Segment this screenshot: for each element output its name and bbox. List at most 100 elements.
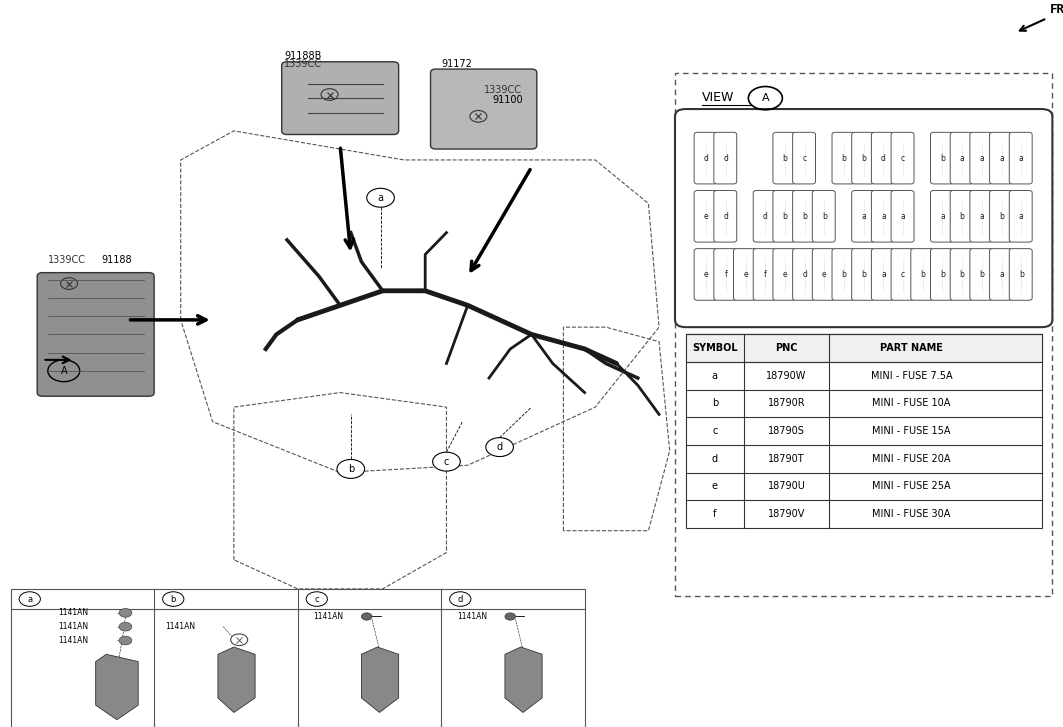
Text: d: d xyxy=(881,153,885,163)
Text: b: b xyxy=(782,153,788,163)
Text: 1141AN: 1141AN xyxy=(58,608,88,617)
Text: 1339CC: 1339CC xyxy=(284,59,322,69)
Text: d: d xyxy=(724,153,728,163)
FancyBboxPatch shape xyxy=(832,249,855,300)
FancyBboxPatch shape xyxy=(872,190,894,242)
Text: e: e xyxy=(704,212,708,221)
FancyBboxPatch shape xyxy=(773,132,796,184)
Text: A: A xyxy=(61,366,67,376)
Text: f: f xyxy=(764,270,766,279)
Text: a: a xyxy=(900,212,906,221)
Text: d: d xyxy=(496,442,503,452)
Text: 91172: 91172 xyxy=(441,59,472,69)
FancyBboxPatch shape xyxy=(773,190,796,242)
FancyBboxPatch shape xyxy=(37,273,154,396)
Text: c: c xyxy=(901,153,905,163)
Circle shape xyxy=(486,438,513,457)
Text: MINI - FUSE 10A: MINI - FUSE 10A xyxy=(873,398,950,409)
FancyBboxPatch shape xyxy=(911,249,933,300)
FancyBboxPatch shape xyxy=(282,62,399,134)
Text: a: a xyxy=(999,153,1003,163)
Polygon shape xyxy=(361,647,399,712)
FancyBboxPatch shape xyxy=(990,132,1012,184)
Text: b: b xyxy=(861,270,866,279)
Text: 1141AN: 1141AN xyxy=(457,612,487,621)
Text: b: b xyxy=(960,212,964,221)
FancyBboxPatch shape xyxy=(714,190,737,242)
Bar xyxy=(11,589,585,727)
FancyBboxPatch shape xyxy=(694,190,718,242)
Text: 1141AN: 1141AN xyxy=(58,636,88,645)
Text: a: a xyxy=(881,212,885,221)
Circle shape xyxy=(337,459,365,478)
FancyBboxPatch shape xyxy=(754,190,776,242)
FancyBboxPatch shape xyxy=(1009,249,1032,300)
Text: b: b xyxy=(170,595,176,603)
FancyBboxPatch shape xyxy=(872,132,894,184)
Text: 91188: 91188 xyxy=(101,254,132,265)
Text: A: A xyxy=(761,93,770,103)
Text: 18790U: 18790U xyxy=(767,481,806,491)
FancyBboxPatch shape xyxy=(969,132,993,184)
Circle shape xyxy=(119,608,132,617)
Text: b: b xyxy=(861,153,866,163)
Text: 18790W: 18790W xyxy=(766,371,807,381)
FancyBboxPatch shape xyxy=(891,132,914,184)
Text: b: b xyxy=(842,270,846,279)
FancyBboxPatch shape xyxy=(872,249,894,300)
Text: b: b xyxy=(940,153,945,163)
Text: d: d xyxy=(763,212,767,221)
Text: 1141AN: 1141AN xyxy=(314,612,343,621)
Text: b: b xyxy=(940,270,945,279)
Text: e: e xyxy=(743,270,747,279)
Text: d: d xyxy=(704,153,709,163)
Text: a: a xyxy=(979,153,984,163)
FancyBboxPatch shape xyxy=(930,190,954,242)
Text: d: d xyxy=(803,270,807,279)
Polygon shape xyxy=(96,654,138,720)
Bar xyxy=(686,334,1042,362)
Text: 18790V: 18790V xyxy=(767,509,806,519)
Text: 18790R: 18790R xyxy=(767,398,806,409)
Text: a: a xyxy=(1019,153,1024,163)
FancyBboxPatch shape xyxy=(969,249,993,300)
Text: b: b xyxy=(999,212,1003,221)
FancyBboxPatch shape xyxy=(431,69,537,149)
Text: b: b xyxy=(1018,270,1024,279)
FancyBboxPatch shape xyxy=(694,249,718,300)
Text: 18790S: 18790S xyxy=(769,426,805,436)
Text: a: a xyxy=(979,212,984,221)
Text: b: b xyxy=(842,153,846,163)
FancyBboxPatch shape xyxy=(930,249,954,300)
Circle shape xyxy=(433,452,460,471)
Text: e: e xyxy=(704,270,708,279)
FancyBboxPatch shape xyxy=(990,249,1012,300)
Text: PNC: PNC xyxy=(775,343,798,353)
FancyBboxPatch shape xyxy=(891,190,914,242)
Circle shape xyxy=(505,613,516,620)
Text: MINI - FUSE 20A: MINI - FUSE 20A xyxy=(873,454,950,464)
Text: 1339CC: 1339CC xyxy=(484,84,522,95)
Text: c: c xyxy=(315,595,319,603)
Text: MINI - FUSE 7.5A: MINI - FUSE 7.5A xyxy=(871,371,952,381)
Circle shape xyxy=(361,613,372,620)
FancyBboxPatch shape xyxy=(950,249,973,300)
Text: VIEW: VIEW xyxy=(702,91,733,104)
Text: SYMBOL: SYMBOL xyxy=(692,343,738,353)
Text: 1339CC: 1339CC xyxy=(48,254,86,265)
Text: b: b xyxy=(782,212,788,221)
Polygon shape xyxy=(218,647,255,712)
Text: a: a xyxy=(377,193,384,203)
Text: b: b xyxy=(348,464,354,474)
Text: 18790T: 18790T xyxy=(769,454,805,464)
Circle shape xyxy=(119,636,132,645)
Text: a: a xyxy=(861,212,866,221)
Text: a: a xyxy=(999,270,1003,279)
Text: a: a xyxy=(940,212,945,221)
Text: c: c xyxy=(443,457,450,467)
Text: d: d xyxy=(712,454,718,464)
Text: b: b xyxy=(979,270,984,279)
Text: a: a xyxy=(1019,212,1024,221)
FancyBboxPatch shape xyxy=(793,132,815,184)
FancyBboxPatch shape xyxy=(675,109,1052,327)
